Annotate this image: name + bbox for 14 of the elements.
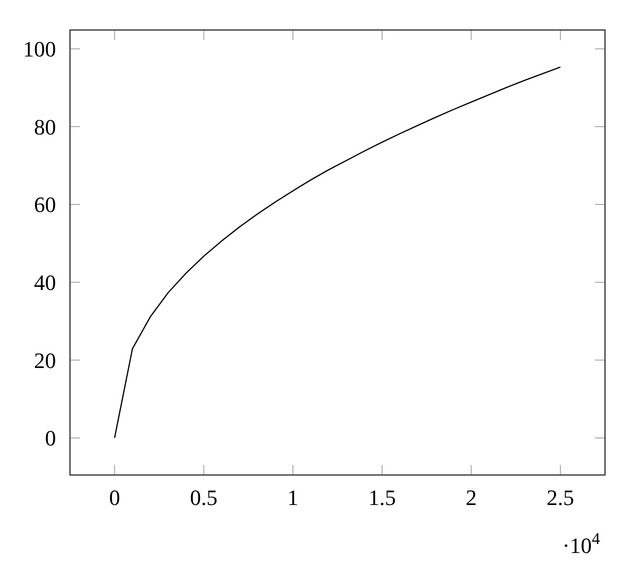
- x-tick-label: 1.5: [368, 485, 396, 510]
- y-tick-label: 100: [23, 36, 56, 62]
- x-tick-label: 0: [109, 485, 120, 510]
- x-tick-label: 1: [287, 485, 298, 510]
- text: ·10$^{4}$: [562, 528, 600, 558]
- line-series: [114, 66, 562, 439]
- y-tick-label: 80: [34, 114, 56, 140]
- x-tick-label: 0.5: [190, 485, 218, 510]
- y-tick-label: 20: [34, 348, 56, 373]
- y-tick-label: 0: [45, 426, 56, 451]
- y-tick-label: 60: [34, 192, 56, 218]
- x-tick-label: 2.5: [546, 485, 574, 510]
- y-tick-label: 40: [34, 270, 56, 295]
- x-tick-label: 2: [466, 485, 477, 510]
